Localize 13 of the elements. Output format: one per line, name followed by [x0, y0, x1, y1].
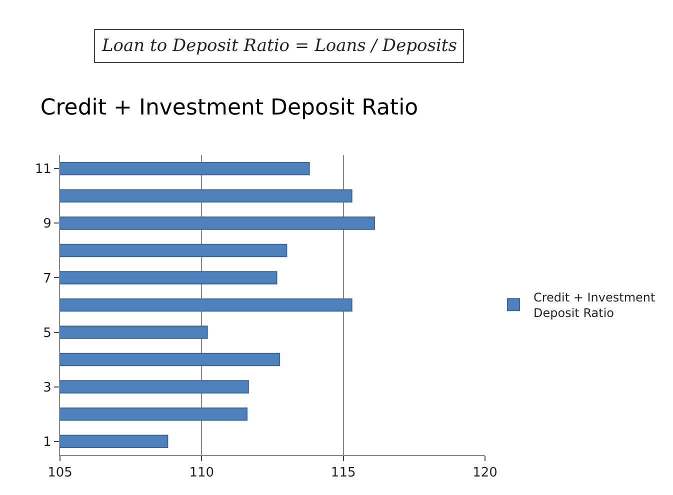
x-tick-label: 120: [472, 466, 498, 481]
y-tick-label: 9: [43, 216, 52, 232]
x-tick-label: 105: [48, 466, 72, 481]
y-tick-label: 11: [34, 162, 52, 178]
y-tick-label: 3: [43, 380, 52, 396]
legend-label: Credit + Investment Deposit Ratio: [534, 290, 656, 320]
y-tick-label: 5: [43, 326, 52, 341]
x-tick-label: 110: [189, 466, 214, 481]
chart-title: Credit + Investment Deposit Ratio: [40, 95, 418, 120]
y-tick-label: 1: [43, 434, 52, 450]
y-tick-label: 7: [43, 271, 52, 286]
text: Loan to Deposit Ratio = Loans / Deposits: [101, 36, 458, 56]
x-tick-label: 115: [330, 466, 356, 481]
